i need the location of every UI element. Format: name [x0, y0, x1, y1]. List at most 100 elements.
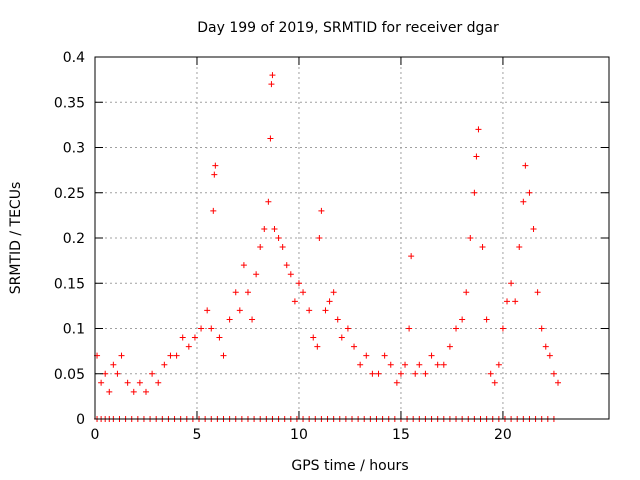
data-point — [310, 334, 317, 341]
y-axis-label: SRMTID / TECUs — [8, 182, 24, 295]
data-point — [534, 289, 541, 296]
data-point — [550, 370, 557, 377]
y-tick-label: 0.1 — [63, 322, 85, 338]
data-point — [198, 325, 205, 332]
data-point — [185, 343, 192, 350]
data-point — [191, 334, 198, 341]
y-tick-label: 0.05 — [54, 367, 85, 383]
data-point — [467, 235, 474, 241]
data-point — [483, 316, 490, 323]
data-point — [499, 325, 506, 332]
data-point — [244, 289, 251, 296]
data-point — [142, 388, 149, 395]
data-point — [106, 388, 113, 395]
y-tick-label: 0.3 — [63, 141, 85, 157]
data-point — [124, 379, 131, 386]
data-point — [428, 352, 435, 359]
data-point — [114, 370, 121, 377]
y-tick-label: 0 — [76, 412, 85, 428]
data-point — [283, 262, 290, 269]
data-point — [446, 343, 453, 350]
x-tick-label: 15 — [392, 427, 410, 443]
data-point — [453, 325, 460, 332]
data-point — [491, 379, 498, 386]
data-point — [98, 379, 105, 386]
data-point — [479, 244, 486, 251]
data-point — [522, 162, 529, 169]
data-point — [300, 289, 307, 296]
y-tick-label: 0.15 — [54, 276, 85, 292]
data-point — [504, 298, 511, 305]
data-point — [393, 379, 400, 386]
data-point — [269, 72, 276, 79]
data-point — [397, 370, 404, 377]
x-tick-label: 10 — [290, 427, 308, 443]
data-point — [459, 316, 466, 323]
data-point — [279, 244, 286, 251]
data-point — [526, 189, 533, 196]
data-point — [110, 361, 117, 368]
data-point — [440, 361, 447, 368]
data-point — [357, 361, 364, 368]
data-point — [334, 316, 341, 323]
data-point — [208, 325, 215, 332]
x-tick-label: 5 — [193, 427, 202, 443]
data-point — [463, 289, 470, 296]
data-point — [316, 235, 323, 241]
data-point — [267, 135, 274, 142]
data-point — [512, 298, 519, 305]
data-point — [232, 289, 239, 296]
data-point — [314, 343, 321, 350]
data-point — [261, 225, 268, 232]
x-axis-label: GPS time / hours — [291, 458, 408, 474]
data-point — [216, 334, 223, 341]
data-point — [475, 126, 482, 133]
data-point — [220, 352, 227, 359]
data-point — [210, 207, 217, 214]
x-axis-ticks: 0 5 10 15 20 — [91, 57, 512, 443]
data-point — [265, 198, 272, 205]
data-point — [167, 352, 174, 359]
data-point — [326, 298, 333, 305]
data-point — [204, 307, 211, 314]
data-point — [434, 361, 441, 368]
data-point — [473, 153, 480, 160]
data-point — [546, 352, 553, 359]
x-tick-label: 0 — [91, 427, 100, 443]
data-point — [257, 244, 264, 251]
data-point — [508, 280, 515, 287]
data-point — [226, 316, 233, 323]
data-point — [295, 280, 302, 287]
data-point — [542, 343, 549, 350]
data-point — [381, 352, 388, 359]
y-tick-label: 0.25 — [54, 186, 85, 202]
data-point — [555, 379, 562, 386]
y-tick-label: 0.35 — [54, 95, 85, 111]
data-point — [130, 388, 137, 395]
data-point — [253, 271, 260, 278]
data-point — [375, 370, 382, 377]
y-tick-label: 0.4 — [63, 50, 85, 66]
data-point — [212, 162, 219, 169]
data-point — [102, 370, 109, 377]
data-point — [520, 198, 527, 205]
data-point — [149, 370, 156, 377]
data-point — [179, 334, 186, 341]
data-point — [271, 225, 278, 232]
y-tick-label: 0.2 — [63, 231, 85, 247]
data-point — [387, 361, 394, 368]
grid — [95, 57, 609, 419]
data-point — [240, 262, 247, 269]
chart-title: Day 199 of 2019, SRMTID for receiver dga… — [197, 20, 499, 36]
data-point — [363, 352, 370, 359]
data-point — [173, 352, 180, 359]
data-point — [275, 235, 282, 241]
data-point — [136, 379, 143, 386]
data-point — [369, 370, 376, 377]
data-point — [211, 171, 218, 178]
data-point — [322, 307, 329, 314]
data-point — [161, 361, 168, 368]
data-point — [291, 298, 298, 305]
